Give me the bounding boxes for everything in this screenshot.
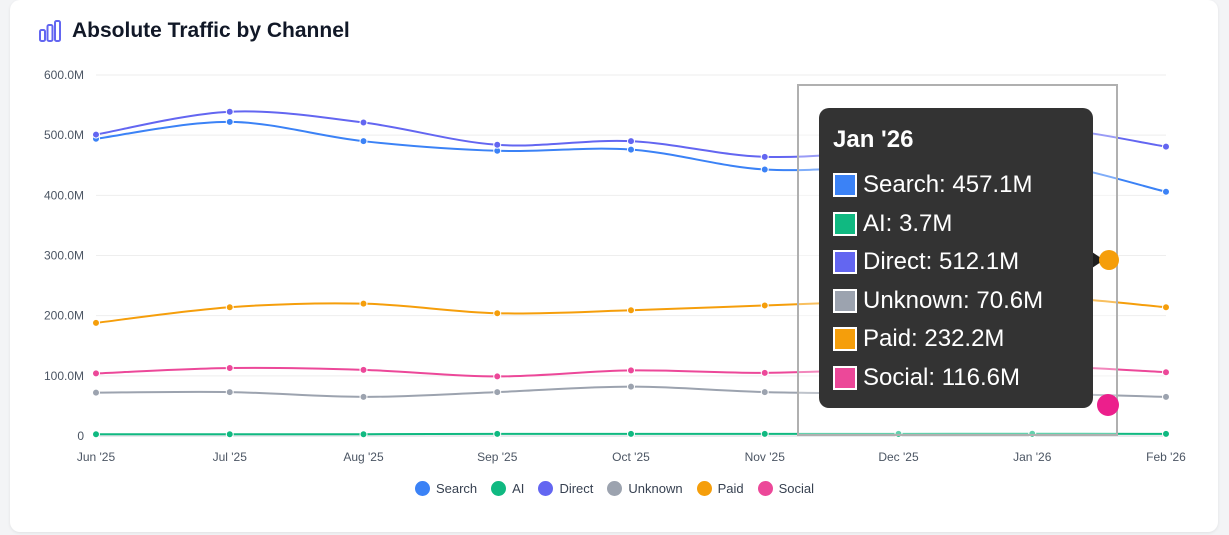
data-point-unknown[interactable] (493, 388, 502, 397)
data-point-paid[interactable] (493, 309, 502, 318)
data-point-paid[interactable] (225, 303, 234, 312)
data-point-direct[interactable] (627, 137, 635, 146)
chart-tooltip: Jan '26 Search: 457.1M AI: 3.7M Direct: 51… (819, 108, 1093, 408)
chart-header: Absolute Traffic by Channel (38, 18, 350, 44)
tooltip-row-social: Social: 116.6M (833, 359, 1079, 398)
data-point-paid[interactable] (359, 299, 368, 308)
legend-item-direct[interactable]: Direct (538, 481, 593, 496)
legend-label: Unknown (628, 481, 683, 496)
data-point-direct[interactable] (493, 140, 502, 149)
data-point-paid[interactable] (627, 306, 635, 315)
legend-dot-icon (414, 481, 430, 496)
y-tick-label: 500.0M (44, 128, 84, 142)
data-point-search[interactable] (760, 165, 769, 174)
legend-label: Direct (559, 481, 594, 496)
data-point-ai[interactable] (760, 429, 769, 438)
x-tick-label: Sep '25 (477, 450, 518, 464)
data-point-social[interactable] (760, 368, 769, 377)
x-tick-label: Oct '25 (612, 450, 650, 464)
data-point-ai[interactable] (92, 430, 100, 439)
legend-item-search[interactable]: Search (414, 481, 478, 496)
data-point-search[interactable] (1162, 187, 1170, 196)
color-swatch-icon (833, 365, 857, 390)
tooltip-row-paid: Paid: 232.2M (833, 320, 1079, 359)
data-point-social[interactable] (627, 366, 635, 375)
legend-label: Search (435, 481, 478, 496)
data-point-social[interactable] (359, 365, 368, 374)
data-point-direct[interactable] (92, 130, 100, 139)
data-point-ai[interactable] (627, 429, 635, 438)
data-point-ai[interactable] (1162, 429, 1170, 438)
data-point-direct[interactable] (760, 152, 769, 161)
x-tick-label: Aug '25 (343, 450, 384, 464)
data-point-social[interactable] (493, 372, 502, 381)
x-tick-label: Feb '26 (1146, 450, 1186, 464)
y-tick-label: 200.0M (44, 309, 84, 323)
data-point-paid[interactable] (1162, 303, 1170, 312)
x-tick-label: Jan '26 (1013, 450, 1052, 464)
tooltip-row-direct: Direct: 512.1M (833, 243, 1079, 282)
data-point-unknown[interactable] (92, 388, 100, 397)
y-tick-label: 100.0M (44, 369, 84, 383)
data-point-paid[interactable] (760, 301, 769, 310)
chart-legend: Search AI Direct Unknown Paid Social (0, 481, 1229, 496)
data-point-ai[interactable] (359, 430, 368, 439)
data-point-direct[interactable] (359, 118, 368, 127)
data-point-unknown[interactable] (359, 392, 368, 401)
data-point-social[interactable] (92, 369, 100, 378)
x-tick-label: Jun '25 (77, 450, 116, 464)
color-swatch-icon (833, 173, 857, 198)
chart-title: Absolute Traffic by Channel (72, 19, 350, 42)
data-point-ai[interactable] (225, 430, 234, 439)
legend-dot-icon (538, 481, 554, 496)
data-point-search[interactable] (627, 145, 635, 154)
tooltip-row-text: Social: 116.6M (863, 363, 1020, 391)
tooltip-row-text: Search: 457.1M (863, 171, 1033, 199)
legend-label: Social (778, 481, 815, 496)
data-point-ai[interactable] (493, 429, 502, 438)
tooltip-row-text: Paid: 232.2M (863, 325, 1005, 353)
y-tick-label: 600.0M (44, 68, 84, 82)
tooltip-row-text: AI: 3.7M (863, 209, 953, 237)
tooltip-row-search: Search: 457.1M (833, 166, 1079, 205)
x-tick-label: Dec '25 (878, 450, 919, 464)
data-point-search[interactable] (359, 137, 368, 146)
legend-dot-icon (491, 481, 507, 496)
color-swatch-icon (833, 327, 857, 352)
color-swatch-icon (833, 250, 857, 275)
tooltip-row-unknown: Unknown: 70.6M (833, 282, 1079, 321)
legend-item-unknown[interactable]: Unknown (607, 481, 683, 496)
data-point-search[interactable] (225, 117, 234, 126)
tooltip-row-text: Direct: 512.1M (863, 248, 1020, 276)
x-tick-label: Nov '25 (745, 450, 786, 464)
tooltip-row-text: Unknown: 70.6M (863, 286, 1044, 314)
tooltip-title: Jan '26 (833, 126, 914, 153)
data-point-social[interactable] (225, 364, 234, 373)
data-point-direct[interactable] (1162, 142, 1170, 151)
legend-dot-icon (757, 481, 773, 496)
data-point-unknown[interactable] (627, 382, 635, 391)
y-tick-label: 300.0M (44, 249, 84, 263)
color-swatch-icon (833, 288, 857, 313)
legend-label: AI (512, 481, 525, 496)
data-point-unknown[interactable] (225, 388, 234, 397)
data-point-paid[interactable] (92, 318, 100, 327)
tooltip-row-ai: AI: 3.7M (833, 205, 1079, 244)
x-tick-label: Jul '25 (213, 450, 248, 464)
legend-item-paid[interactable]: Paid (696, 481, 744, 496)
legend-item-social[interactable]: Social (757, 481, 815, 496)
y-tick-label: 0 (77, 429, 84, 443)
data-point-unknown[interactable] (760, 388, 769, 397)
bar-chart-icon (39, 20, 61, 42)
y-tick-label: 400.0M (44, 188, 84, 202)
legend-dot-icon (696, 481, 712, 496)
data-point-direct[interactable] (225, 107, 234, 116)
data-point-unknown[interactable] (1162, 392, 1170, 401)
legend-item-ai[interactable]: AI (491, 481, 524, 496)
legend-label: Paid (717, 481, 744, 496)
legend-dot-icon (607, 481, 623, 496)
color-swatch-icon (833, 211, 857, 236)
data-point-social[interactable] (1162, 368, 1170, 377)
